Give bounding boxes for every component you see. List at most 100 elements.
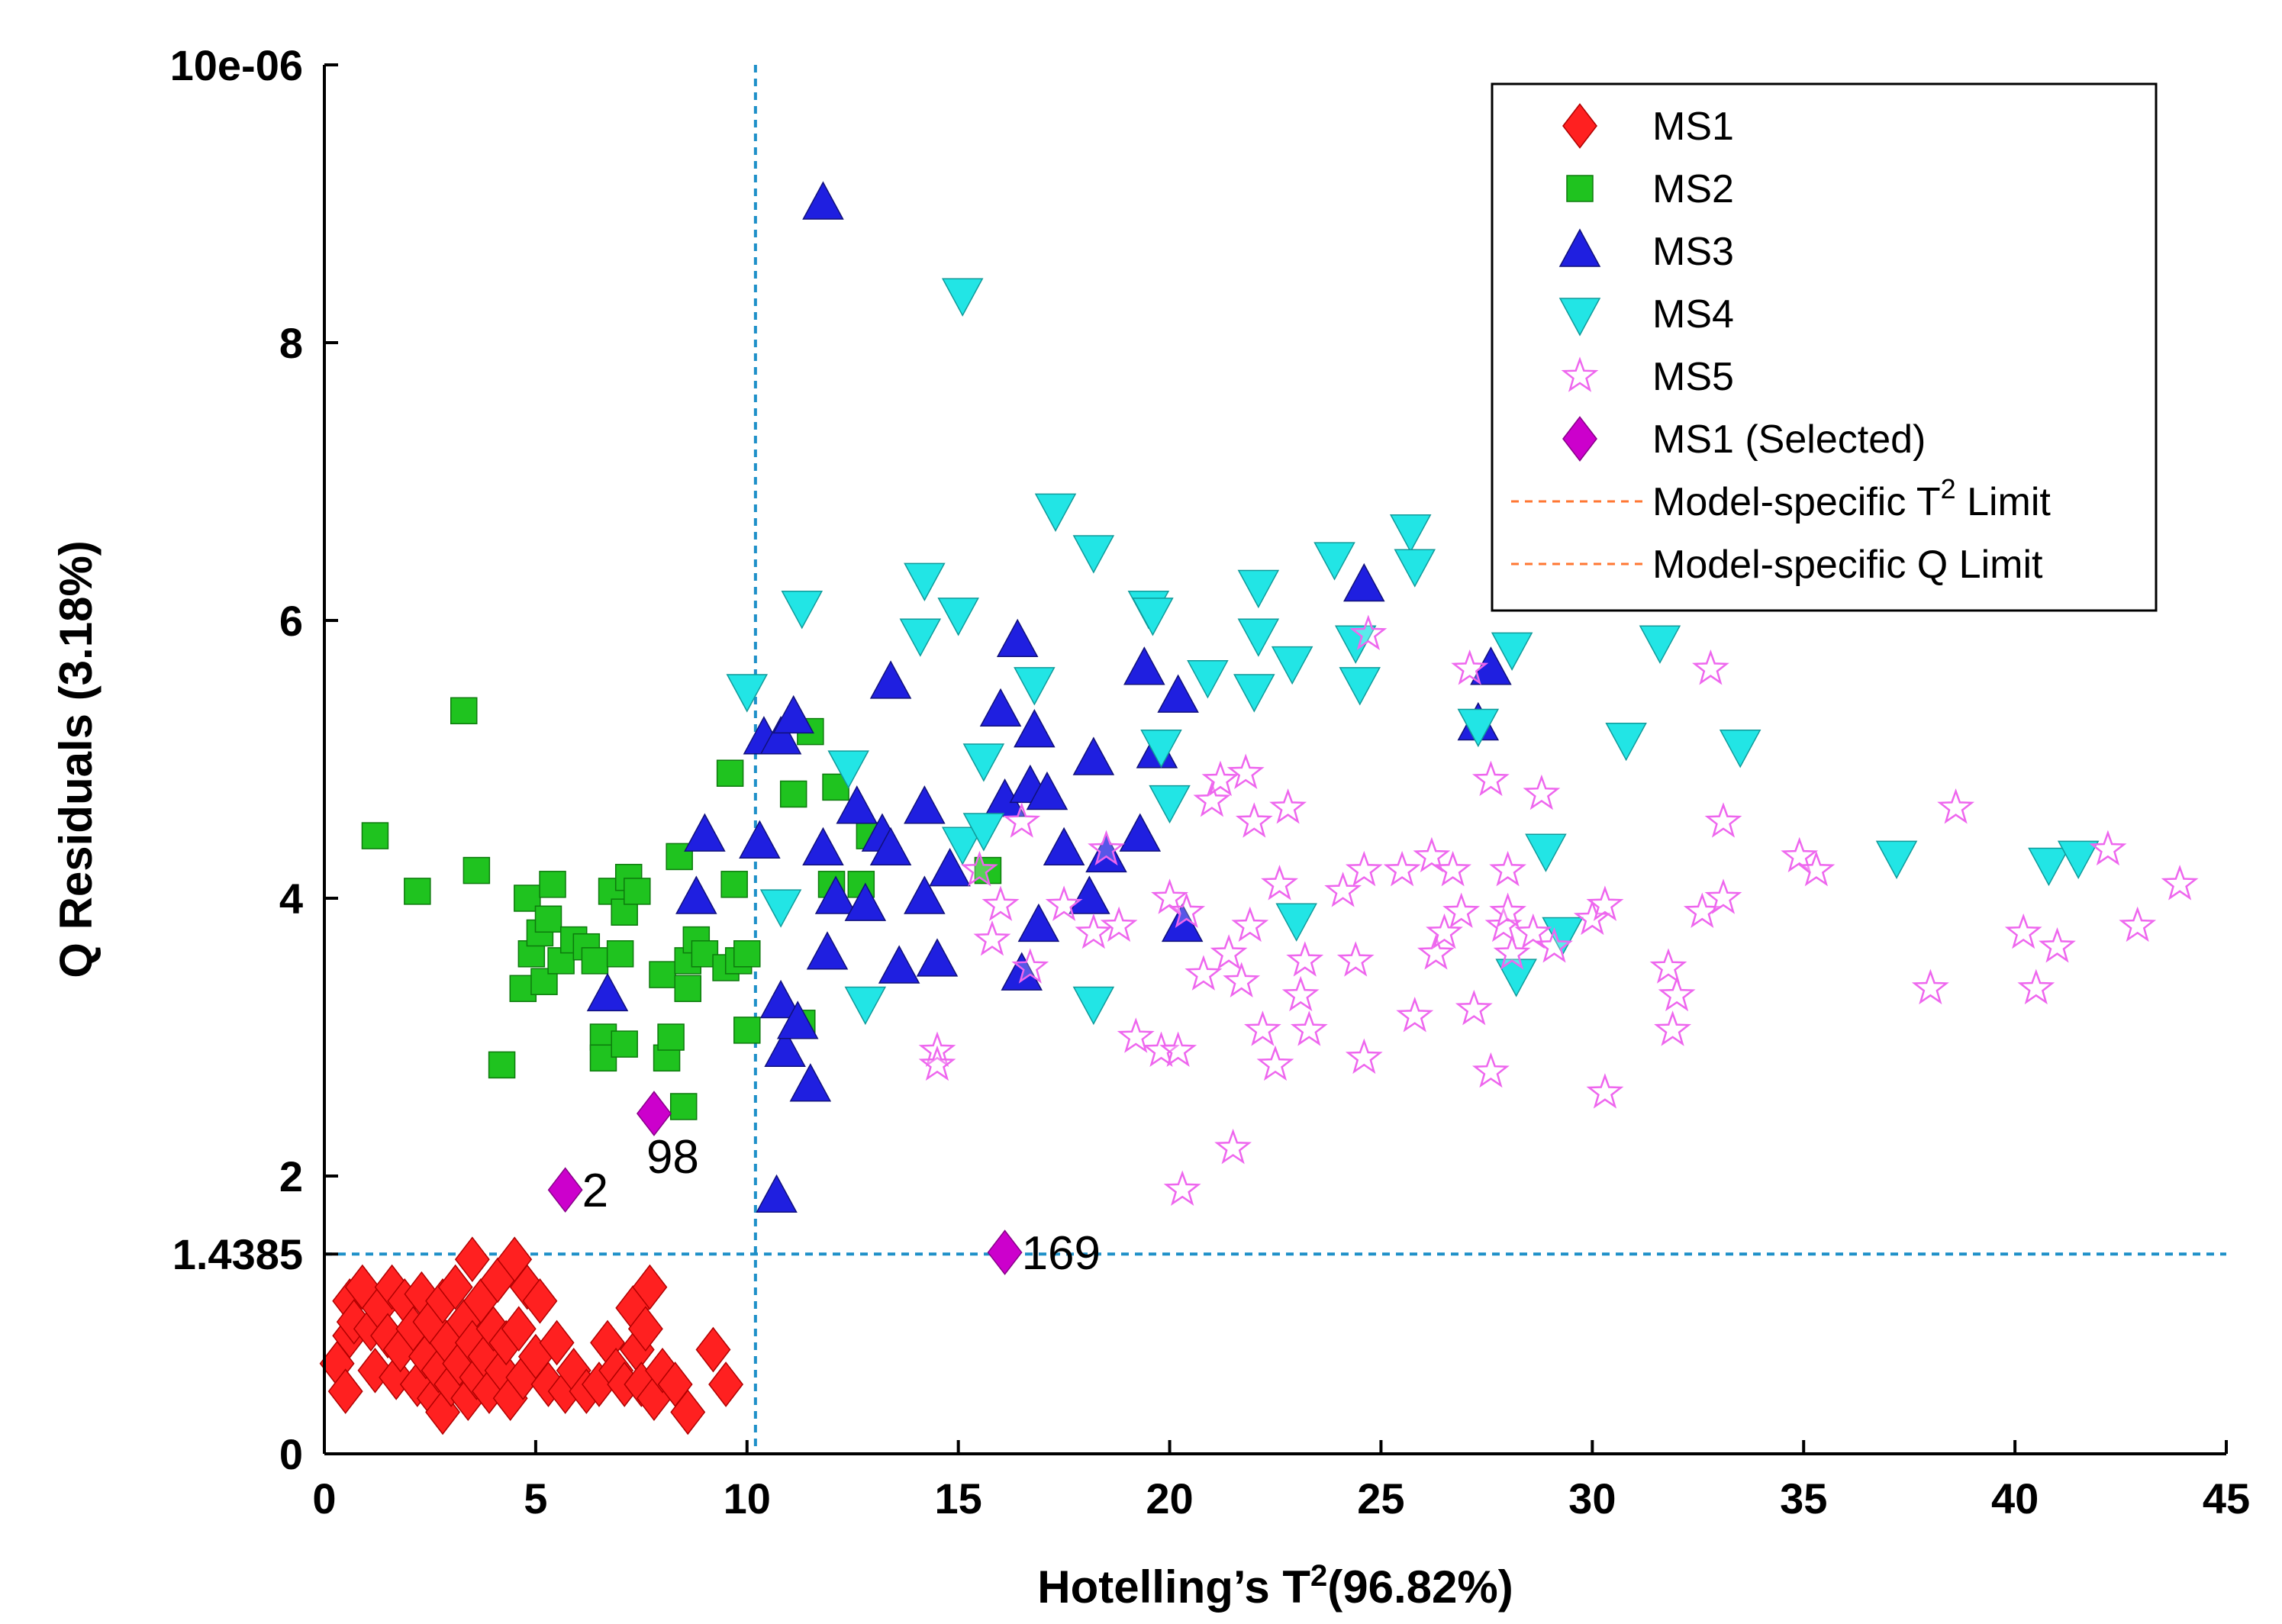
y-tick-label: 6 xyxy=(279,597,303,645)
data-point xyxy=(1275,903,1317,942)
data-point xyxy=(675,875,717,914)
data-point xyxy=(1159,1031,1197,1068)
legend-t2-limit-prefix: Model-specific T xyxy=(1652,480,1941,524)
series-ms5 xyxy=(918,614,2199,1207)
data-point xyxy=(1349,614,1388,651)
data-point xyxy=(1911,968,1949,1005)
data-point xyxy=(716,759,744,787)
data-point xyxy=(904,875,946,914)
data-point xyxy=(1026,771,1068,810)
legend-entry: MS1 (Selected) xyxy=(1562,416,1926,462)
series-ms3 xyxy=(586,181,1512,1213)
data-point xyxy=(2057,840,2100,879)
data-point xyxy=(1149,785,1191,824)
data-point xyxy=(1470,646,1512,685)
data-point xyxy=(979,688,1022,727)
data-point xyxy=(1017,903,1060,942)
data-point xyxy=(2119,906,2157,942)
data-point xyxy=(987,1229,1023,1275)
axes: 0 5 10 15 20 25 30 35 40 45 0 2 4 6 8 10e-06 1.4385 xyxy=(170,41,2251,1522)
data-point xyxy=(1043,826,1085,866)
data-point xyxy=(581,947,609,975)
data-point xyxy=(1493,934,1531,970)
data-point xyxy=(657,1023,685,1051)
legend-q-limit-label: Model-specific Q Limit xyxy=(1652,543,2043,587)
data-point xyxy=(1396,996,1434,1033)
point-annotation-label: 169 xyxy=(1022,1227,1101,1280)
data-point xyxy=(1313,542,1355,581)
data-point xyxy=(1290,1010,1328,1046)
data-point xyxy=(1455,989,1493,1026)
y-tick-label: 8 xyxy=(279,319,303,367)
data-point xyxy=(1434,850,1472,887)
data-point xyxy=(929,848,971,887)
data-point xyxy=(2089,830,2127,866)
y-tick-label: 2 xyxy=(279,1152,303,1200)
data-point xyxy=(869,660,912,699)
data-point xyxy=(1383,850,1421,887)
data-point xyxy=(878,945,920,984)
data-point xyxy=(916,938,959,977)
data-point xyxy=(695,1326,731,1373)
data-point xyxy=(918,1045,956,1081)
data-point xyxy=(1193,781,1231,817)
data-point xyxy=(522,1278,558,1324)
data-point xyxy=(1324,872,1362,907)
point-annotation-label: 98 xyxy=(646,1131,699,1184)
data-point xyxy=(530,968,558,995)
data-point xyxy=(1244,1010,1281,1046)
data-point xyxy=(1875,840,1918,879)
data-point xyxy=(1072,986,1115,1026)
series-ms1-selected- xyxy=(547,1091,1023,1275)
data-point xyxy=(2028,847,2070,887)
x-axis-title-suffix: (96.82%) xyxy=(1327,1561,1513,1613)
y-axis-ticks: 0 2 4 6 8 10e-06 1.4385 xyxy=(170,41,338,1478)
limit-lines xyxy=(324,65,2226,1454)
x-axis-title-superscript: 2 xyxy=(1310,1559,1327,1593)
x-tick-label: 15 xyxy=(935,1474,982,1522)
legend-entry: MS2 xyxy=(1566,167,1734,211)
data-point xyxy=(733,940,761,968)
data-point xyxy=(627,1306,663,1352)
data-point xyxy=(1119,813,1162,852)
x-tick-label: 5 xyxy=(524,1474,547,1522)
data-point xyxy=(632,1264,668,1310)
data-point xyxy=(802,181,844,220)
data-point xyxy=(1704,878,1742,914)
data-point xyxy=(1345,850,1383,887)
x-tick-label: 0 xyxy=(312,1474,336,1522)
data-point xyxy=(1185,955,1223,991)
data-point xyxy=(454,1236,490,1283)
data-point xyxy=(1692,649,1729,685)
data-point xyxy=(1117,1017,1155,1053)
data-point xyxy=(1586,1073,1624,1109)
data-point xyxy=(827,750,869,789)
data-point xyxy=(1151,878,1189,914)
data-point xyxy=(941,826,984,865)
data-point xyxy=(488,1051,516,1079)
data-point xyxy=(2161,865,2199,901)
data-point xyxy=(1269,788,1307,824)
data-point xyxy=(1781,836,1819,873)
data-point xyxy=(684,813,726,852)
legend-marker xyxy=(1561,356,1599,392)
data-point xyxy=(1343,562,1385,602)
data-point xyxy=(1210,934,1248,970)
series-ms1 xyxy=(319,1236,744,1436)
data-point xyxy=(1237,569,1280,609)
data-point xyxy=(1187,660,1229,699)
data-point xyxy=(759,889,802,928)
legend: MS1 MS2 MS3 MS4 MS5 MS1 (Selected) Model-speci… xyxy=(1491,82,2158,612)
data-point xyxy=(726,674,769,713)
data-point xyxy=(781,591,824,630)
legend-t2-limit-suffix: Limit xyxy=(1956,480,2052,524)
data-point xyxy=(1237,618,1280,657)
data-point xyxy=(1168,892,1206,928)
data-point xyxy=(1123,646,1165,685)
data-point xyxy=(996,618,1039,658)
data-point xyxy=(1797,850,1836,887)
x-tick-label: 25 xyxy=(1357,1474,1404,1522)
data-point xyxy=(1649,948,1687,984)
data-point xyxy=(1256,1045,1294,1081)
data-point xyxy=(327,1368,363,1414)
